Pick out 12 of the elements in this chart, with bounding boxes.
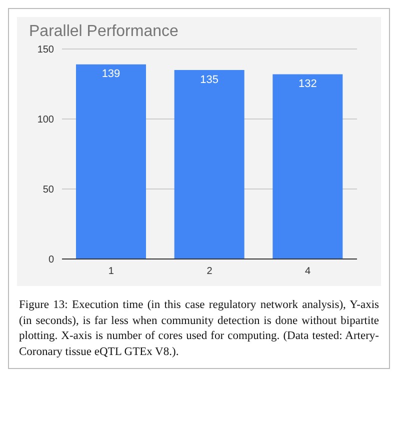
y-tick-label: 0	[48, 254, 54, 266]
x-tick-label: 2	[206, 266, 213, 278]
data-label: 135	[200, 74, 219, 86]
x-tick-label: 4	[305, 266, 312, 278]
y-tick-label: 150	[37, 44, 54, 56]
x-tick-label: 1	[108, 266, 114, 278]
caption: Figure 13: Execution time (in this case regulatory network analysis), Y-axis (in seconds), is far less when community detection is done without bipartite plotting. X-axis is number of cores used for computing. (Data tested: Artery-Coronary tissue eQTL GTEx V8.).	[18, 298, 380, 360]
chart-title: Parallel Performance	[28, 23, 180, 41]
y-tick-label: 100	[37, 114, 54, 126]
data-label: 139	[102, 68, 120, 80]
data-label: 132	[298, 78, 317, 90]
y-tick-label: 50	[42, 184, 54, 196]
